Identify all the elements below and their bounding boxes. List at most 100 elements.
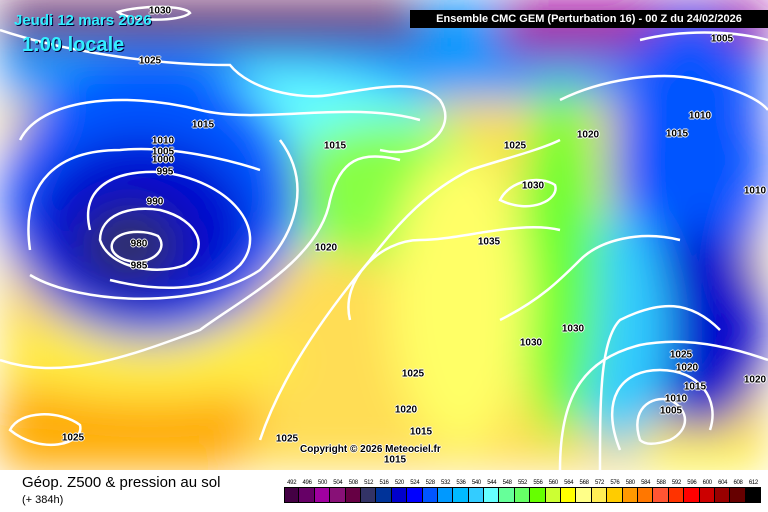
legend-value: 552	[517, 480, 528, 486]
isobar-label: 1020	[394, 404, 418, 416]
legend-swatch	[699, 487, 715, 503]
legend-value: 608	[733, 480, 743, 486]
legend-value: 580	[625, 480, 635, 486]
isobar-label: 1005	[710, 33, 734, 45]
isobar-label: 1025	[138, 55, 162, 67]
legend-value: 612	[748, 480, 758, 486]
legend-entry: 520	[391, 479, 408, 503]
legend-swatch	[407, 487, 423, 503]
legend-swatch	[714, 487, 731, 503]
geopotential-map	[0, 0, 768, 470]
legend-swatch	[484, 487, 500, 503]
legend-swatch	[607, 487, 623, 503]
isobar-label: 1030	[519, 337, 543, 349]
isobar-label: 1020	[675, 362, 699, 374]
legend-entry: 592	[668, 479, 685, 503]
legend-value: 584	[641, 480, 651, 486]
legend-swatch	[360, 487, 377, 503]
legend-entry: 540	[468, 479, 485, 503]
legend-swatch	[422, 487, 438, 503]
legend-value: 556	[533, 480, 543, 486]
legend-entry: 564	[561, 479, 577, 503]
isobar-label: 1020	[576, 129, 600, 141]
legend-value: 520	[394, 480, 404, 486]
legend-swatch	[530, 487, 546, 503]
legend-swatch	[330, 487, 346, 503]
legend-swatch	[299, 487, 315, 503]
legend-swatch	[684, 487, 700, 503]
legend-swatch	[376, 487, 392, 503]
legend-swatch	[468, 487, 485, 503]
map-title: Géop. Z500 & pression au sol	[22, 474, 221, 491]
legend-value: 496	[302, 480, 312, 486]
isobar-label: 1035	[477, 236, 501, 248]
isobar-label: 1025	[275, 433, 299, 445]
legend-entry: 612	[745, 479, 762, 503]
legend-value: 548	[502, 480, 512, 486]
isobar-label: 980	[130, 238, 148, 250]
isobar-label: 1000	[151, 154, 175, 166]
isobar-label: 1025	[669, 349, 693, 361]
isobar-label: 1005	[151, 146, 175, 158]
legend-entry: 568	[576, 479, 592, 503]
forecast-lead-time: (+ 384h)	[22, 494, 64, 506]
legend-swatch	[591, 487, 608, 503]
legend-value: 560	[548, 480, 558, 486]
legend-swatch	[345, 487, 361, 503]
color-scale-legend: 492 496 500 504 508 512 516 520 524 528 532 536 540 5…	[284, 479, 762, 503]
forecast-time: 1:00 locale	[22, 34, 125, 56]
legend-swatch	[437, 487, 454, 503]
legend-entry: 548	[499, 479, 515, 503]
legend-value: 508	[348, 480, 358, 486]
legend-value: 536	[456, 480, 466, 486]
isobar-label: 1015	[665, 128, 689, 140]
legend-entry: 560	[545, 479, 562, 503]
legend-entry: 572	[591, 479, 608, 503]
isobar-label: 1025	[503, 140, 527, 152]
isobar-label: 985	[130, 260, 148, 272]
legend-entry: 496	[299, 479, 315, 503]
isobars	[0, 5, 768, 470]
legend-value: 572	[594, 480, 605, 486]
isobar-label: 990	[146, 196, 164, 208]
legend-entry: 528	[422, 479, 438, 503]
isobar-label: 1015	[409, 426, 433, 438]
copyright: Copyright © 2026 Meteociel.fr	[300, 444, 441, 455]
legend-swatch	[730, 487, 746, 503]
legend-swatch	[499, 487, 515, 503]
legend-swatch	[561, 487, 577, 503]
legend-swatch	[284, 487, 300, 503]
legend-swatch	[637, 487, 654, 503]
legend-entry: 504	[330, 479, 346, 503]
isobar-label: 1030	[148, 5, 172, 17]
legend-value: 588	[656, 480, 666, 486]
isobar-label: 1025	[401, 368, 425, 380]
isobar-label: 1015	[683, 381, 707, 393]
legend-value: 524	[410, 480, 420, 486]
legend-swatch	[514, 487, 531, 503]
isobar-label: 1010	[664, 393, 688, 405]
legend-value: 512	[364, 480, 374, 486]
legend-value: 492	[287, 480, 297, 486]
legend-swatch	[745, 487, 762, 503]
legend-entry: 524	[407, 479, 423, 503]
legend-entry: 596	[684, 479, 700, 503]
isobar-label: 1030	[561, 323, 585, 335]
legend-entry: 604	[714, 479, 731, 503]
legend-value: 568	[579, 480, 589, 486]
legend-value: 592	[671, 480, 682, 486]
legend-entry: 588	[653, 479, 669, 503]
legend-value: 532	[441, 480, 451, 486]
legend-swatch	[391, 487, 408, 503]
legend-value: 564	[564, 480, 574, 486]
legend-entry: 536	[453, 479, 469, 503]
footer: Géop. Z500 & pression au sol (+ 384h) 49…	[0, 470, 768, 512]
isobar-label: 1010	[151, 135, 175, 147]
legend-value: 504	[333, 480, 343, 486]
legend-value: 544	[487, 480, 497, 486]
isobar-label: 1015	[383, 454, 407, 466]
legend-swatch	[622, 487, 638, 503]
legend-value: 596	[687, 480, 697, 486]
model-run-title: Ensemble CMC GEM (Perturbation 16) - 00 …	[410, 10, 768, 28]
legend-swatch	[653, 487, 669, 503]
